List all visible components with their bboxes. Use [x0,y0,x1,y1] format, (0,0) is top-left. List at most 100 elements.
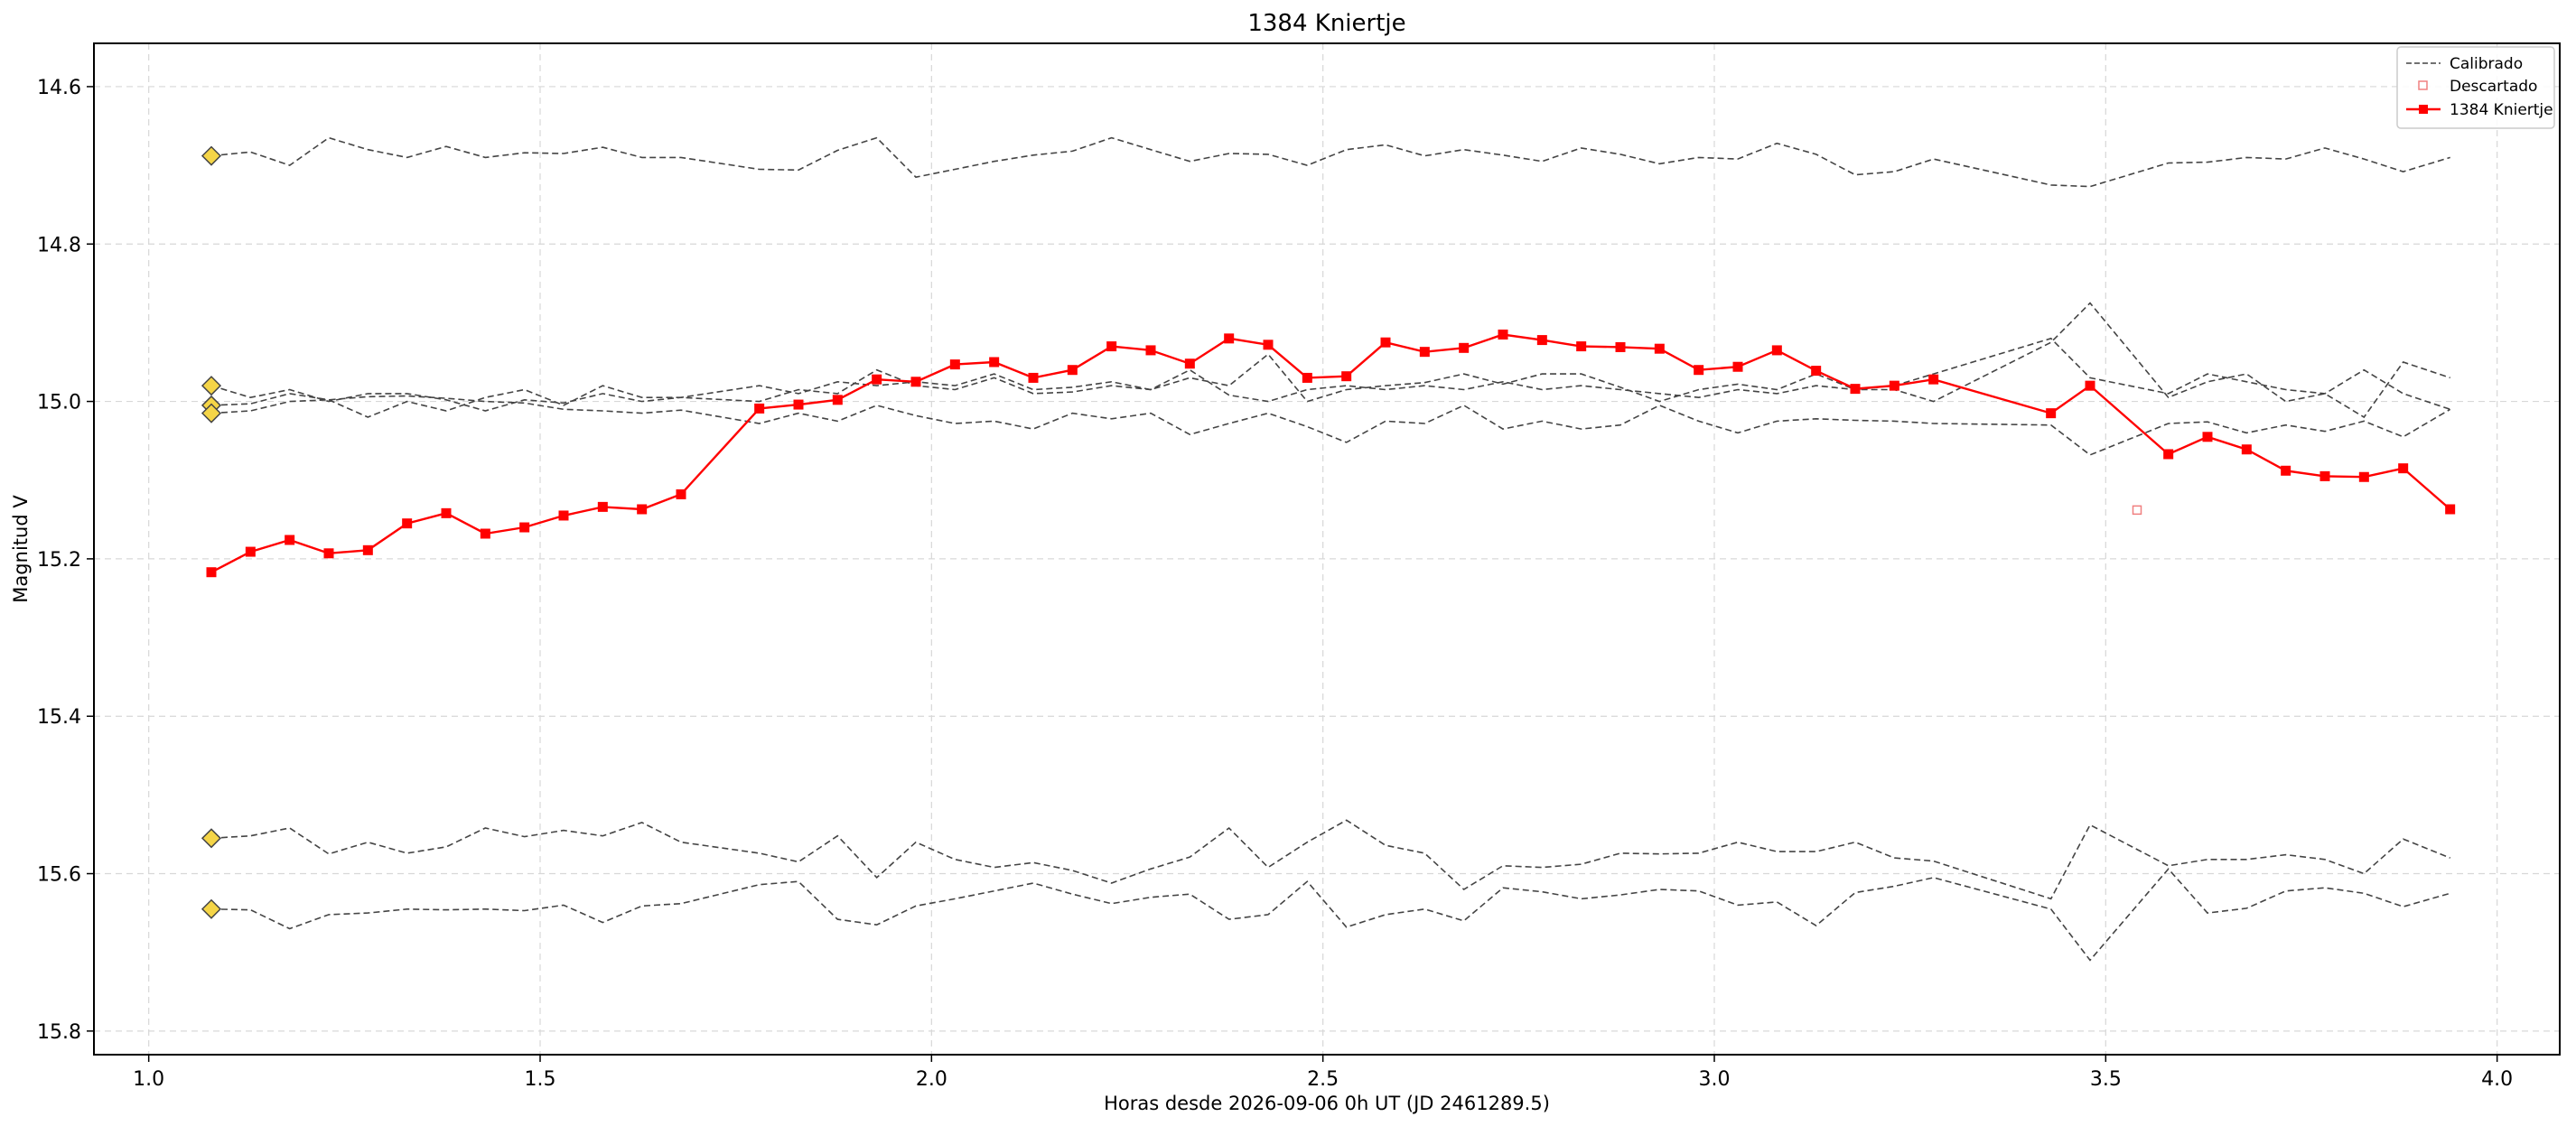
target-point [1536,335,1547,346]
x-tick-label: 2.0 [916,1068,947,1091]
target-point [1771,345,1782,356]
target-point [1694,365,1704,376]
calibrator-series [210,136,2451,962]
target-point [1067,365,1078,376]
discarded-points [2132,505,2142,516]
target-point [1106,341,1117,352]
target-point [676,489,686,499]
start-markers [201,145,222,919]
calibrator-line-5 [210,819,2450,900]
target-point [441,507,452,518]
target-point [245,546,256,557]
target-point [1732,361,1743,372]
target-point [1498,329,1508,340]
target-point [2046,408,2057,419]
y-tick-label: 15.2 [37,549,81,572]
target-point [2319,470,2330,481]
start-diamond-marker [201,376,222,396]
target-point [2398,463,2409,474]
x-tick-label: 3.0 [1699,1068,1731,1091]
x-axis-ticks: 1.0 1.5 2.0 2.5 3.0 3.5 4.0 [133,1055,2513,1091]
legend-label-calibrado: Calibrado [2450,55,2523,73]
target-series [206,329,2456,578]
calibrator-line-1 [210,136,2450,188]
plot-frame [93,42,2561,1056]
y-tick-label: 15.6 [37,864,81,887]
legend-label-descartado: Descartado [2450,78,2537,96]
target-point [2085,380,2095,391]
target-point [1850,384,1861,395]
target-point [1380,337,1391,348]
target-point [949,359,960,370]
target-point [793,399,804,410]
target-point [872,374,882,385]
start-diamond-marker [201,145,222,166]
target-point [1341,371,1352,382]
target-point [910,377,921,387]
target-point [1302,372,1312,383]
target-point [1224,333,1235,344]
target-point [1811,366,1822,377]
target-point [1928,374,1939,385]
target-point [402,518,413,529]
target-point [519,522,530,533]
target-point [1615,341,1626,352]
target-point [2241,444,2252,455]
x-tick-label: 2.5 [1307,1068,1339,1091]
y-axis-ticks: 14.6 14.8 15.0 15.2 15.4 15.6 15.8 [37,77,94,1044]
target-point [2445,504,2456,515]
target-point [597,501,608,512]
target-point [285,535,295,545]
start-diamond-marker [201,828,222,849]
target-point [323,548,334,559]
x-tick-label: 3.5 [2090,1068,2122,1091]
start-diamond-marker [201,898,222,919]
target-point [1419,347,1430,358]
target-point [558,510,569,521]
target-point [832,395,843,405]
target-point [2358,471,2369,482]
chart-title: 1384 Kniertje [1247,10,1405,37]
target-point [1028,372,1039,383]
y-axis-label: Magnitud V [10,495,32,603]
x-tick-label: 4.0 [2481,1068,2513,1091]
target-point [2163,449,2174,460]
target-point [1459,342,1470,353]
y-tick-label: 14.8 [37,234,81,256]
legend-swatch-target-marker [2419,105,2428,114]
x-tick-label: 1.5 [525,1068,556,1091]
legend-box [2396,46,2555,129]
target-point [1145,345,1156,356]
target-point [480,528,490,539]
legend-label-target: 1384 Kniertje [2450,101,2553,119]
target-point [362,544,373,555]
legend: Calibrado Descartado 1384 Kniertje [2396,46,2555,129]
target-point [206,567,217,578]
x-axis-label: Horas desde 2026-09-06 0h UT (JD 2461289… [1104,1093,1550,1114]
target-line [210,333,2451,573]
target-point [1184,358,1195,369]
y-tick-label: 15.8 [37,1021,81,1044]
target-point [754,403,765,414]
calibrator-line-2 [210,337,2450,412]
x-tick-label: 1.0 [133,1068,164,1091]
target-point [2202,432,2213,442]
target-point [1576,341,1587,352]
start-diamond-marker [201,403,222,423]
calibrator-line-3 [210,302,2450,419]
y-tick-label: 15.4 [37,706,81,729]
target-point [1654,343,1665,354]
y-tick-label: 15.0 [37,392,81,414]
discarded-point [2132,505,2142,516]
target-point [989,357,1000,368]
legend-swatch-descartado [2418,80,2428,90]
target-point [2281,465,2291,476]
y-tick-label: 14.6 [37,77,81,99]
calibrator-line-6 [210,868,2450,962]
grid-lines [94,43,2560,1055]
target-point [1263,340,1274,350]
target-point [1889,380,1899,391]
target-point [637,504,648,515]
